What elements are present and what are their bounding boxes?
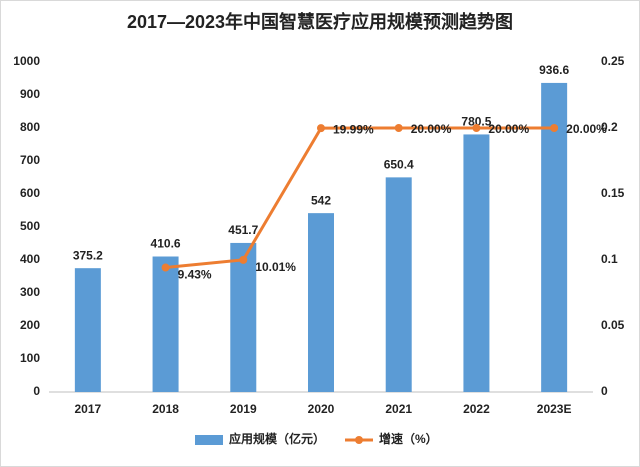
bar-value-label: 542 (311, 193, 331, 207)
legend-label: 应用规模（亿元） (229, 431, 325, 446)
y-tick-label: 400 (20, 252, 40, 266)
line-value-label: 20.00% (566, 122, 607, 136)
bar (74, 268, 101, 392)
x-tick-label: 2022 (463, 402, 490, 416)
bar-value-label: 936.6 (539, 63, 569, 77)
y-tick-label: 100 (20, 351, 40, 365)
bar-value-label: 410.6 (151, 237, 181, 251)
x-tick-label: 2019 (230, 402, 257, 416)
y-tick-label: 700 (20, 153, 40, 167)
line-marker (472, 124, 481, 132)
bar (463, 134, 490, 392)
bar (308, 213, 334, 392)
bar (541, 82, 568, 392)
bar-value-label: 451.7 (228, 223, 258, 237)
bar (385, 177, 412, 392)
y-tick-label: 900 (20, 87, 40, 101)
chart-title: 2017—2023年中国智慧医疗应用规模预测趋势图 (127, 11, 513, 32)
bar-value-label: 780.5 (461, 115, 491, 129)
bar (230, 242, 257, 392)
y2-tick-label: 0.25 (601, 54, 625, 68)
line (165, 126, 555, 270)
y-tick-label: 1000 (13, 54, 40, 68)
line-value-label: 20.00% (411, 122, 452, 136)
legend-label: 增速（%） (379, 431, 438, 446)
legend-swatch-marker (355, 436, 363, 444)
bar (152, 256, 179, 392)
line-value-label: 9.43% (178, 268, 212, 282)
line-value-label: 10.01% (255, 260, 296, 274)
bar-value-label: 650.4 (384, 158, 414, 172)
line-marker (550, 124, 559, 132)
y2-tick-label: 0.05 (601, 318, 625, 332)
line-marker (317, 124, 325, 133)
line-marker (239, 255, 248, 264)
y2-tick-label: 0.15 (601, 186, 625, 200)
y2-tick-label: 0.2 (601, 120, 618, 134)
x-tick-label: 2023E (537, 402, 572, 416)
y-tick-label: 600 (20, 186, 40, 200)
x-tick-label: 2018 (152, 402, 179, 416)
y-tick-label: 200 (20, 318, 40, 332)
x-tick-label: 2021 (385, 402, 412, 416)
y-tick-label: 300 (20, 285, 40, 299)
line-value-label: 20.00% (488, 122, 529, 136)
y-tick-label: 500 (20, 219, 40, 233)
x-tick-label: 2020 (308, 402, 335, 416)
x-tick-label: 2017 (75, 402, 102, 416)
line-marker (161, 263, 170, 272)
line-marker (394, 124, 403, 132)
y2-tick-label: 0 (601, 384, 608, 398)
y-tick-label: 0 (33, 384, 40, 398)
legend-swatch (195, 435, 223, 445)
y2-tick-label: 0.1 (601, 252, 618, 266)
line-value-label: 19.99% (333, 122, 374, 136)
y-tick-label: 800 (20, 120, 40, 134)
bar-value-label: 375.2 (73, 248, 103, 262)
